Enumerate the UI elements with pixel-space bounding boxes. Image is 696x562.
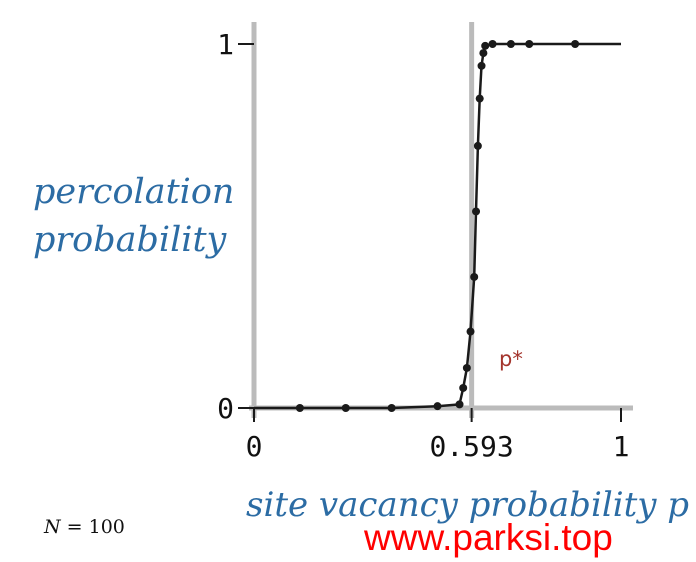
y-tick-label: 1 [217, 28, 234, 61]
data-point [472, 207, 481, 216]
watermark: www.parksi.top [364, 517, 613, 558]
threshold-label: p* [499, 347, 523, 371]
x-tick-label: 1 [613, 430, 630, 463]
grid-size-symbol: N [44, 516, 61, 538]
data-point [506, 40, 515, 48]
grid-size-value: = 100 [60, 516, 125, 538]
grid-size-annotation: N = 100 [44, 516, 125, 538]
data-point [455, 400, 464, 409]
data-point [479, 49, 488, 58]
data-point [481, 41, 490, 50]
data-point [459, 383, 468, 392]
x-axis-label: site vacancy probability p [246, 485, 690, 525]
data-point [477, 61, 486, 70]
data-point [571, 40, 580, 48]
data-point [488, 40, 497, 48]
y-axis-label-line-1: percolation [33, 172, 235, 212]
data-point [462, 363, 471, 372]
data-point [433, 402, 442, 411]
data-point [473, 141, 482, 150]
data-point [470, 272, 479, 281]
data-point [525, 40, 534, 48]
y-axis-label-line-2: probability [33, 220, 227, 260]
x-tick-label: 0.593 [429, 430, 513, 463]
data-point [475, 94, 484, 103]
data-point [295, 404, 304, 412]
y-tick-label: 0 [217, 392, 234, 425]
data-point [341, 404, 350, 412]
data-point [387, 404, 396, 412]
data-point [466, 327, 475, 336]
x-tick-label: 0 [246, 430, 263, 463]
series-line [254, 42, 621, 410]
